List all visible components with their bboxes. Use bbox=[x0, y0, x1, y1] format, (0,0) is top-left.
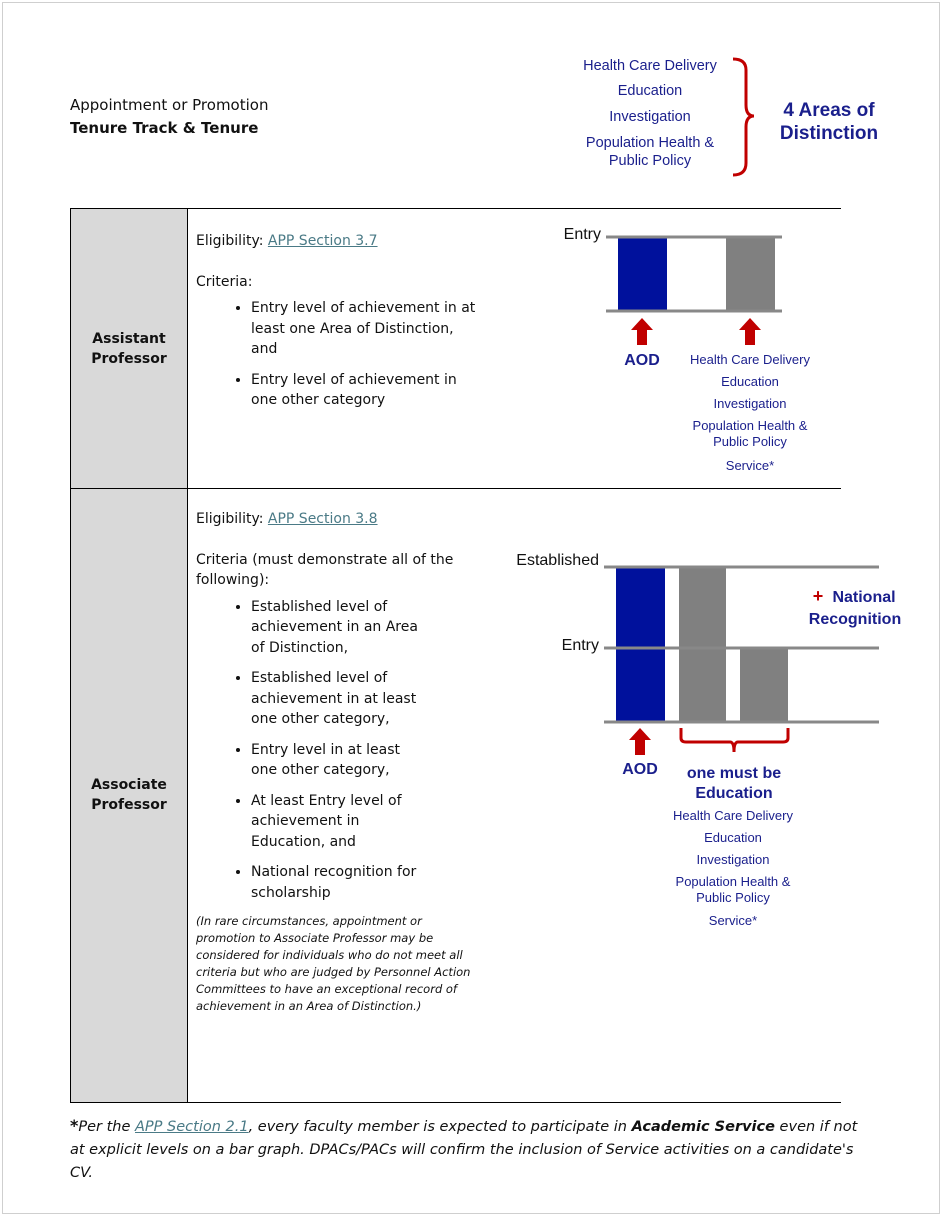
criteria-item: Entry level in at least one other catego… bbox=[251, 740, 426, 781]
up-arrow-icon bbox=[739, 318, 761, 345]
category-item: Service* bbox=[709, 913, 757, 928]
category-item: Public Policy bbox=[713, 434, 787, 449]
rank-associate-professor: Associate Professor bbox=[71, 775, 187, 815]
category-item: Service* bbox=[726, 458, 774, 473]
rank-column bbox=[71, 209, 188, 1102]
category-item: Health Care Delivery bbox=[673, 808, 793, 823]
area-item: Education bbox=[618, 83, 683, 99]
areas-of-distinction: Health Care Delivery Education Investiga… bbox=[583, 57, 878, 177]
national-recognition-label: National bbox=[832, 589, 895, 606]
established-bar bbox=[679, 567, 726, 722]
plus-icon: + bbox=[813, 586, 824, 606]
eligibility-label: Eligibility: bbox=[196, 511, 268, 527]
app-section-link[interactable]: APP Section 3.8 bbox=[267, 511, 378, 527]
criteria-item: Entry level of achievement in at least o… bbox=[251, 298, 476, 360]
rank-label: Professor bbox=[91, 351, 167, 367]
rank-assistant-professor: Assistant Professor bbox=[71, 329, 187, 369]
criteria-item: Established level of achievement in at l… bbox=[251, 668, 426, 730]
category-item: Public Policy bbox=[696, 890, 770, 905]
area-item: Population Health & bbox=[586, 135, 714, 151]
up-arrow-icon bbox=[631, 318, 653, 345]
footnote-text: , every faculty member is expected to pa… bbox=[248, 1119, 632, 1135]
level-label-entry: Entry bbox=[564, 226, 601, 243]
aod-bar bbox=[618, 237, 667, 311]
curly-brace-icon bbox=[679, 728, 790, 753]
footnote-star: * bbox=[70, 1116, 79, 1135]
category-item: Education bbox=[721, 374, 779, 389]
associate-diagram: Established Entry + National Recognition… bbox=[516, 552, 901, 928]
page-header: Appointment or Promotion Tenure Track & … bbox=[70, 94, 268, 140]
row-divider bbox=[71, 488, 841, 489]
criteria-label: Criteria: bbox=[196, 273, 253, 290]
must-be-education-label: Education bbox=[695, 785, 772, 802]
other-bar bbox=[726, 237, 775, 311]
footnote: *Per the APP Section 2.1, every faculty … bbox=[70, 1114, 870, 1185]
criteria-item: Entry level of achievement in one other … bbox=[251, 370, 476, 411]
area-item: Public Policy bbox=[609, 153, 692, 169]
eligibility-label: Eligibility: bbox=[196, 233, 268, 249]
aod-bar bbox=[616, 567, 665, 722]
rank-label: Professor bbox=[91, 797, 167, 813]
area-item: Health Care Delivery bbox=[583, 58, 718, 74]
header-line2: Tenure Track & Tenure bbox=[70, 119, 259, 137]
footnote-bold: Academic Service bbox=[631, 1119, 775, 1135]
footnote-text: even if not at explicit levels on a bar … bbox=[70, 1119, 858, 1181]
app-section-link[interactable]: APP Section 3.7 bbox=[267, 233, 378, 249]
rank-label: Associate bbox=[91, 777, 167, 793]
category-item: Education bbox=[704, 830, 762, 845]
associate-criteria: Eligibility: APP Section 3.8 Criteria (m… bbox=[196, 509, 476, 1015]
rank-label: Assistant bbox=[92, 331, 166, 347]
entry-bar bbox=[740, 648, 788, 722]
criteria-item: National recognition for scholarship bbox=[251, 862, 426, 903]
areas-label: 4 Areas of bbox=[783, 100, 875, 121]
assistant-diagram: Entry AOD Health Care Delivery Education… bbox=[564, 226, 811, 473]
criteria-item: At least Entry level of achievement in E… bbox=[251, 791, 426, 853]
curly-brace-icon bbox=[732, 57, 755, 177]
national-recognition-label: Recognition bbox=[809, 611, 901, 628]
category-item: Investigation bbox=[697, 852, 770, 867]
criteria-item: Established level of achievement in an A… bbox=[251, 597, 426, 659]
category-item: Population Health & bbox=[676, 874, 791, 889]
category-item: Health Care Delivery bbox=[690, 352, 810, 367]
assistant-criteria: Eligibility: APP Section 3.7 Criteria: E… bbox=[196, 231, 476, 421]
criteria-table: Assistant Professor Associate Professor … bbox=[70, 208, 841, 1103]
header-line1: Appointment or Promotion bbox=[70, 96, 269, 114]
areas-label: Distinction bbox=[780, 123, 878, 144]
category-item: Investigation bbox=[714, 396, 787, 411]
category-item: Population Health & bbox=[693, 418, 808, 433]
aod-label: AOD bbox=[622, 761, 658, 778]
up-arrow-icon bbox=[629, 728, 651, 755]
exception-note: (In rare circumstances, appointment or p… bbox=[196, 914, 471, 1013]
area-item: Investigation bbox=[609, 109, 690, 125]
level-label-established: Established bbox=[516, 552, 599, 569]
footnote-text: Per the bbox=[78, 1119, 136, 1135]
app-section-2-1-link[interactable]: APP Section 2.1 bbox=[135, 1119, 249, 1135]
level-label-entry: Entry bbox=[562, 637, 599, 654]
aod-label: AOD bbox=[624, 352, 660, 369]
criteria-label: Criteria (must demonstrate all of the fo… bbox=[196, 551, 454, 589]
must-be-education-label: one must be bbox=[687, 765, 781, 782]
